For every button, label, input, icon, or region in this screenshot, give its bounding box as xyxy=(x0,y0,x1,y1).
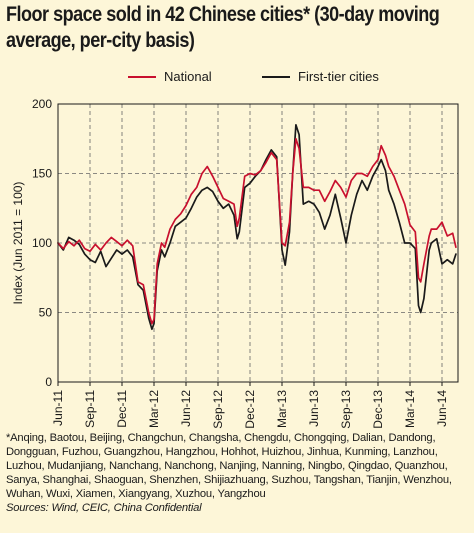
legend-item-national: National xyxy=(128,69,212,84)
legend-item-first-tier: First-tier cities xyxy=(262,69,379,84)
x-tick-label: Jun-13 xyxy=(307,390,321,427)
legend-label-first-tier: First-tier cities xyxy=(298,69,379,84)
y-tick-label: 50 xyxy=(39,306,53,320)
footnote-block: *Anqing, Baotou, Beijing, Changchun, Cha… xyxy=(6,432,472,515)
x-tick-label: Sep-11 xyxy=(83,390,97,428)
legend: National First-tier cities xyxy=(0,69,474,89)
x-tick-label: Mar-12 xyxy=(147,390,161,428)
series-line-national xyxy=(57,137,457,325)
title-line-2: average, per-city basis) xyxy=(6,29,195,52)
x-tick-label: Jun-12 xyxy=(179,390,193,427)
x-tick-label: Jun-14 xyxy=(435,390,449,427)
series-layer xyxy=(57,123,457,331)
y-tick-label: 150 xyxy=(32,167,52,181)
x-tick-label: Dec-12 xyxy=(243,390,257,429)
x-tick-label: Dec-13 xyxy=(371,390,385,429)
x-tick-label: Mar-14 xyxy=(403,390,417,428)
y-axis-ticks: 0 50 100 150 200 xyxy=(32,97,52,389)
x-tick-label: Jun-11 xyxy=(51,390,65,426)
y-axis-label: Index (Jun 2011 = 100) xyxy=(11,182,25,305)
y-tick-label: 0 xyxy=(45,375,52,389)
chart-title: Floor space sold in 42 Chinese cities* (… xyxy=(6,2,440,54)
sources-note: Sources: Wind, CEIC, China Confidential xyxy=(6,501,202,514)
y-tick-label: 100 xyxy=(32,236,52,250)
y-tick-label: 200 xyxy=(32,97,52,111)
legend-swatch-first-tier xyxy=(262,75,290,78)
x-tick-label: Mar-13 xyxy=(275,390,289,428)
x-tick-label: Sep-12 xyxy=(211,390,225,429)
footnote-cities: *Anqing, Baotou, Beijing, Changchun, Cha… xyxy=(6,432,452,500)
legend-label-national: National xyxy=(164,69,212,84)
x-axis-ticks: Jun-11 Sep-11 Dec-11 Mar-12 Jun-12 Sep-12 Dec-… xyxy=(51,382,449,429)
legend-swatch-national xyxy=(128,75,156,78)
title-line-1: Floor space sold in 42 Chinese cities* (… xyxy=(6,3,440,26)
series-line-first-tier-cities xyxy=(57,123,457,331)
plot-frame xyxy=(57,103,459,383)
x-tick-label: Sep-13 xyxy=(339,390,353,429)
gridlines xyxy=(58,104,458,382)
x-tick-label: Dec-11 xyxy=(115,390,129,428)
